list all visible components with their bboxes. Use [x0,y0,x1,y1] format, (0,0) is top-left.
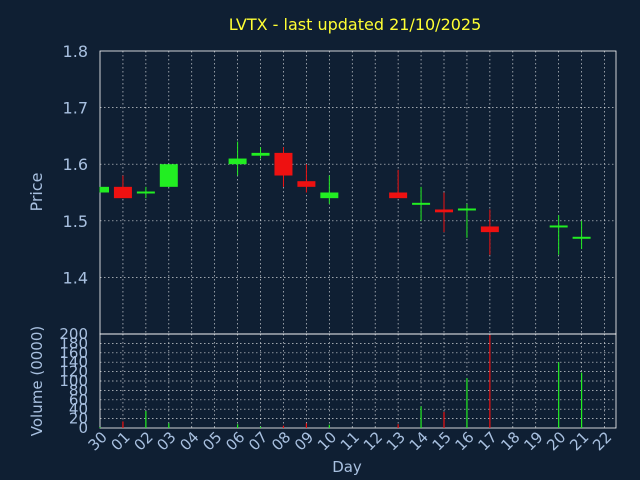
candle-body [228,158,247,165]
candle-body [480,226,499,233]
price-tick-label: 1.5 [63,212,88,231]
candle [113,175,132,199]
candle [297,164,316,193]
day-tick-labels: 3001020304050607080910111213141516171819… [85,428,616,454]
volume-tick-label: 100 [59,372,88,390]
candle [136,186,155,199]
candle [251,147,270,159]
volume-tick-label: 140 [59,353,88,371]
candle-body [435,209,453,213]
candle-body [136,191,155,194]
volume-tick-label: 160 [59,344,88,362]
candle [389,169,408,199]
volume-frame [99,333,617,429]
candle [480,209,499,255]
candle-body [549,225,568,228]
candle-body [412,202,431,205]
price-tick-label: 1.4 [63,268,88,287]
volume-tick-label: 200 [59,325,88,343]
volume-tick-label: 120 [59,363,88,381]
price-panel: 1.4 1.5 1.6 1.7 1.8 [63,42,617,335]
chart-title: LVTX - last updated 21/10/2025 [229,15,482,34]
candle-body [274,152,293,176]
candle [549,215,568,255]
candle-body [251,152,270,156]
candle [274,147,293,187]
volume-tick-label: 80 [69,381,88,399]
volume-tick-label: 60 [69,391,88,409]
candle [572,220,591,250]
candle-body [100,186,109,193]
candle [99,186,109,193]
volume-axis-label: Volume (0000) [28,326,46,436]
candle [412,186,431,221]
price-tick-label: 1.6 [63,155,88,174]
candle [228,141,247,176]
candle-body [159,164,178,187]
candle-body [113,186,132,199]
candle-body [320,192,339,199]
price-tick-label: 1.8 [63,42,88,61]
volume-tick-label: 20 [69,410,88,428]
price-axis-label: Price [27,172,46,211]
candle-body [297,181,316,187]
candle-body [457,208,476,211]
candle [435,192,453,233]
day-axis-label: Day [332,458,362,476]
candle [159,164,178,187]
candle [320,175,339,204]
candle-body [389,192,408,199]
candle-body [572,236,591,239]
candle [457,203,476,238]
volume-tick-label: 40 [69,400,88,418]
price-tick-label: 1.7 [63,99,88,118]
volume-tick-label: 180 [59,334,88,352]
volume-tick-label: 0 [78,419,88,437]
